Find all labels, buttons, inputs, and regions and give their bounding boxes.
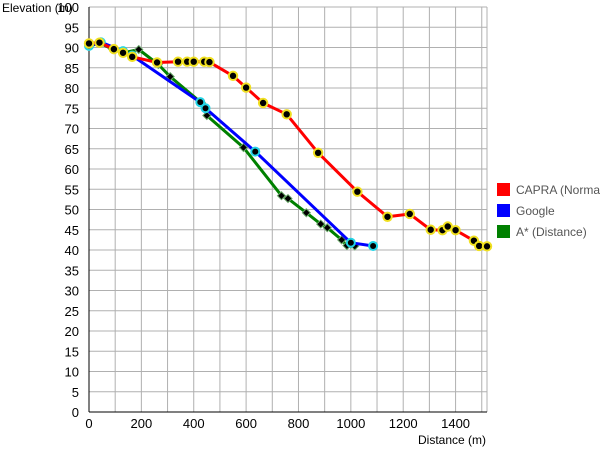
data-point (227, 70, 239, 82)
x-tick-label: 800 (288, 416, 310, 431)
x-tick-label: 600 (235, 416, 257, 431)
data-point (352, 186, 363, 197)
series-line-capra-normal (88, 41, 488, 248)
legend-label: Google (516, 204, 555, 218)
x-tick-label: 1000 (336, 416, 365, 431)
y-tick-label: 15 (65, 344, 79, 359)
x-tick-label: 200 (131, 416, 153, 431)
series-line-a-distance (88, 41, 356, 248)
x-tick-label: 400 (183, 416, 205, 431)
legend-item: A* (Distance) (497, 225, 587, 239)
data-point (94, 37, 105, 48)
legend-swatch (497, 225, 510, 238)
grid (88, 6, 488, 413)
legend-item: Google (497, 204, 555, 218)
data-point (188, 56, 199, 67)
data-point (404, 208, 415, 220)
x-tick-label: 1400 (441, 416, 470, 431)
data-point (382, 211, 393, 222)
y-tick-label: 0 (72, 405, 79, 420)
legend-swatch (497, 204, 510, 217)
data-point (345, 237, 356, 248)
legend-item: CAPRA (Normal) (497, 183, 600, 197)
data-point (172, 56, 184, 67)
y-tick-label: 20 (65, 324, 79, 339)
data-point (283, 193, 293, 204)
data-point (204, 56, 215, 68)
y-tick-label: 40 (65, 243, 79, 258)
data-point (202, 110, 212, 121)
series-google (84, 37, 379, 251)
x-tick-label: 0 (85, 416, 92, 431)
y-tick-label: 5 (72, 385, 79, 400)
data-point (312, 147, 324, 159)
data-point (127, 51, 138, 63)
legend-swatch (497, 183, 510, 196)
y-tick-label: 75 (65, 101, 79, 116)
x-tick-label: 1200 (389, 416, 418, 431)
data-point (301, 208, 312, 218)
data-point (368, 240, 379, 251)
axes: 0 5 10 15 20 25 30 35 40 45 50 55 60 65 70 75 80 85 90 95 10… (57, 0, 487, 431)
data-point (281, 109, 292, 120)
data-point (200, 103, 211, 114)
y-tick-label: 35 (65, 263, 79, 278)
data-point (481, 241, 493, 252)
y-tick-label: 80 (65, 81, 79, 96)
data-point (108, 43, 120, 55)
data-point (450, 224, 461, 236)
y-tick-label: 45 (65, 223, 79, 238)
x-axis-label: Distance (m) (418, 433, 486, 447)
data-point (425, 224, 436, 235)
data-point (238, 142, 249, 153)
data-point (276, 191, 287, 201)
y-tick-label: 100 (57, 0, 79, 15)
data-point (151, 57, 163, 68)
data-point (117, 47, 129, 58)
data-point (322, 223, 332, 233)
y-tick-label: 60 (65, 162, 79, 177)
y-axis-label: Elevation (m) (2, 1, 73, 15)
y-tick-label: 30 (65, 284, 79, 299)
data-point (195, 97, 206, 108)
y-tick-label: 65 (65, 142, 79, 157)
y-tick-label: 25 (65, 304, 79, 319)
y-tick-label: 50 (65, 203, 79, 218)
y-tick-label: 10 (65, 365, 79, 380)
data-point (257, 97, 269, 109)
y-tick-label: 90 (65, 41, 79, 56)
series-capra-normal (83, 37, 493, 252)
legend-label: A* (Distance) (516, 225, 587, 239)
data-point (83, 38, 95, 49)
data-point (134, 44, 144, 55)
series-layer (83, 37, 493, 252)
y-tick-label: 55 (65, 182, 79, 197)
data-point (250, 146, 261, 157)
legend: CAPRA (Normal) Google A* (Distance) (497, 183, 600, 239)
data-point (240, 82, 252, 93)
data-point (316, 219, 326, 229)
y-tick-label: 95 (65, 20, 79, 35)
y-tick-label: 85 (65, 61, 79, 76)
y-tick-label: 70 (65, 122, 79, 137)
legend-label: CAPRA (Normal) (516, 183, 600, 197)
